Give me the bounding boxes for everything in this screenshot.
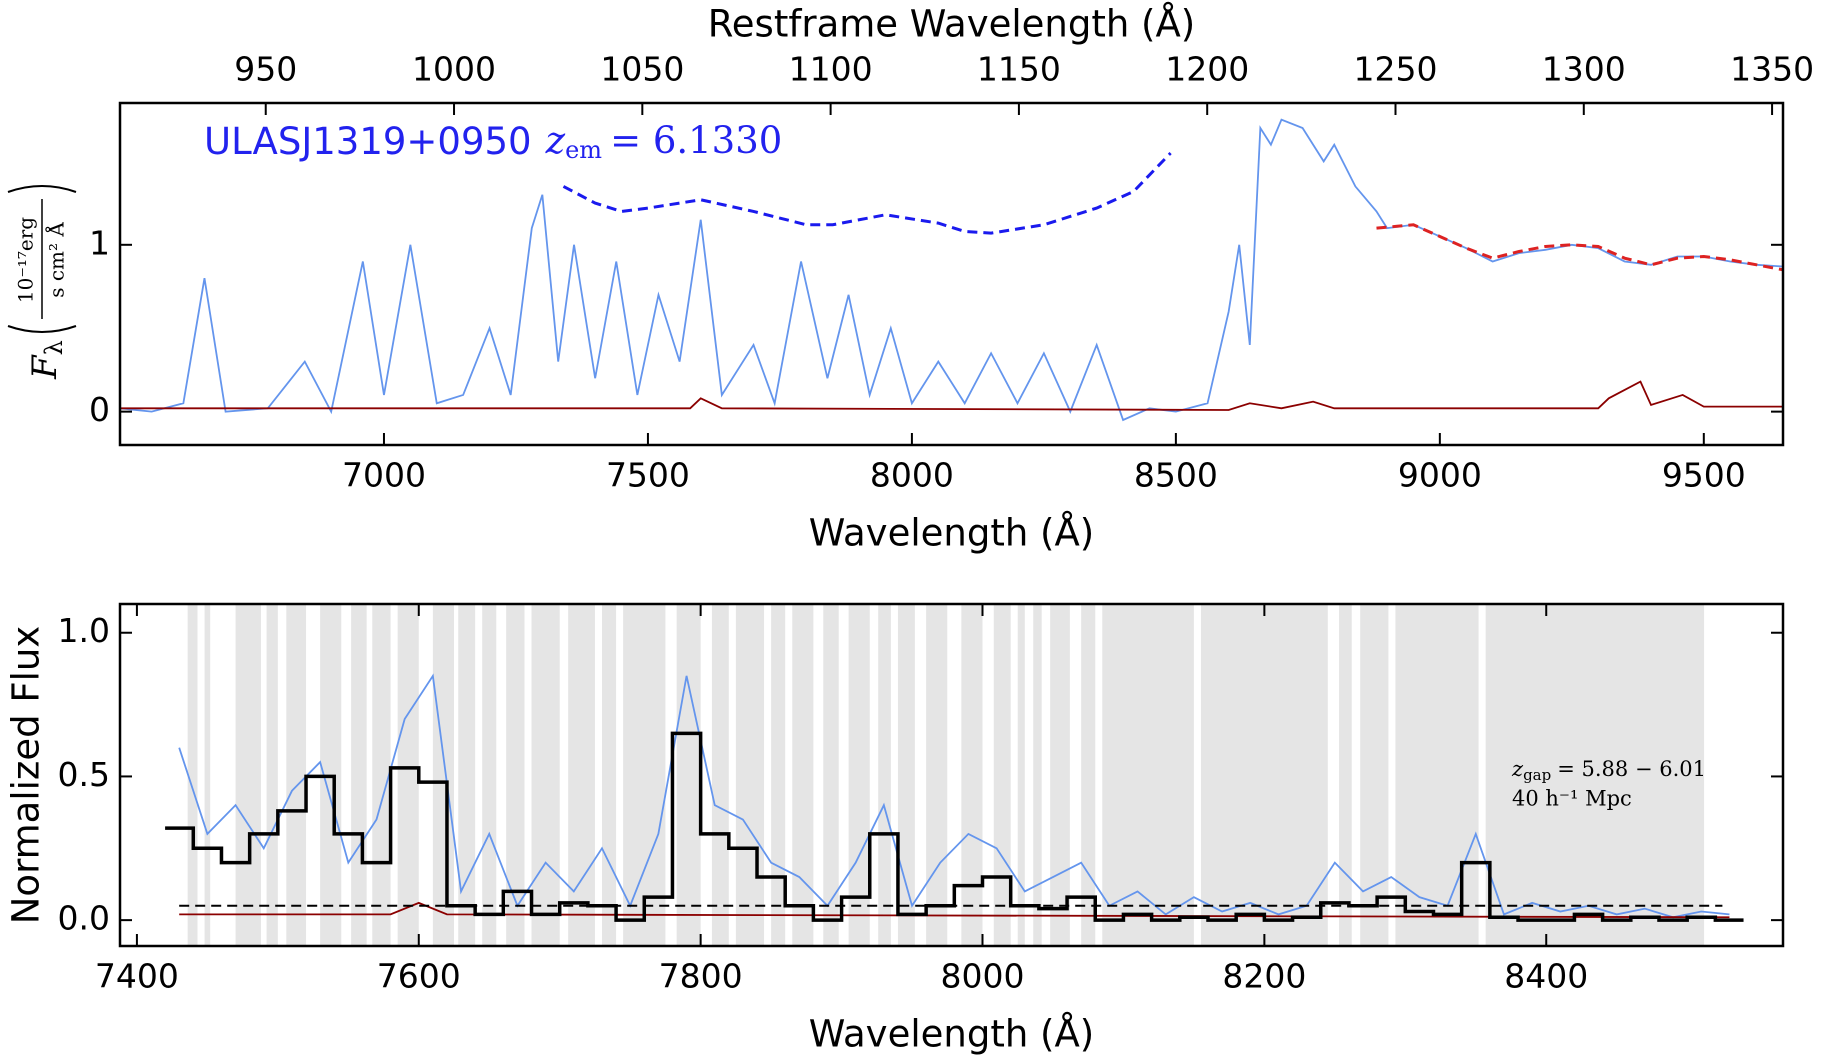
- z-sub: gap: [1523, 766, 1551, 784]
- masked-region: [506, 604, 525, 946]
- x-tick-label: 8000: [941, 957, 1025, 996]
- masked-region: [771, 604, 786, 946]
- masked-region: [1081, 604, 1096, 946]
- masked-region: [623, 604, 666, 946]
- x-tick-label: 8400: [1504, 957, 1588, 996]
- y-axis-label: Fλ 10⁻¹⁷erg s cm² Å: [7, 185, 77, 380]
- spectrum-line: [179, 901, 1730, 919]
- quasar-name: ULASJ1319+0950: [204, 120, 532, 163]
- axes-frame: [118, 602, 1785, 948]
- y-tick-label: 1: [89, 223, 110, 262]
- scale-label: 40 h⁻¹ Mpc: [1512, 787, 1632, 811]
- masked-region: [878, 604, 891, 946]
- x2-tick-label: 1350: [1730, 50, 1814, 89]
- masked-region: [993, 604, 1011, 946]
- masked-region: [286, 604, 307, 946]
- masked-region: [482, 604, 497, 946]
- z-value: = 6.1330: [610, 119, 782, 162]
- masked-region: [792, 604, 814, 946]
- x2-axis-label: Restframe Wavelength (Å): [708, 2, 1196, 46]
- masked-region: [1485, 604, 1705, 946]
- axes-frame: [118, 101, 1785, 447]
- masked-region: [735, 604, 765, 946]
- y-unit-num: 10⁻¹⁷erg: [14, 217, 38, 303]
- masked-region: [1033, 604, 1042, 946]
- masked-region: [458, 604, 476, 946]
- z-symbol: z: [1511, 757, 1524, 781]
- plot-area: [120, 118, 1783, 422]
- x2-tick-label: 950: [234, 50, 297, 89]
- masked-region: [187, 604, 198, 946]
- masked-region: [1395, 604, 1479, 946]
- masked-region: [676, 604, 701, 946]
- y-tick-label: 1.0: [58, 611, 110, 650]
- plot-area: [165, 604, 1744, 946]
- z-symbol: z: [545, 119, 566, 162]
- z-range: = 5.88 − 6.01: [1557, 757, 1706, 781]
- x-tick-label: 7600: [377, 957, 461, 996]
- masked-region: [266, 604, 278, 946]
- masked-region: [823, 604, 839, 946]
- y-tick-label: 0.0: [58, 899, 110, 938]
- x-tick-label: 9500: [1662, 456, 1746, 495]
- x-tick-label: 9000: [1398, 456, 1482, 495]
- y-symbol: Fλ: [25, 340, 68, 380]
- x-tick-label: 8500: [1134, 456, 1218, 495]
- masked-region: [1017, 604, 1025, 946]
- masked-region: [568, 604, 595, 946]
- x2-tick-label: 1200: [1165, 50, 1249, 89]
- y-symbol-sub: λ: [40, 340, 68, 355]
- masked-region: [1339, 604, 1352, 946]
- masked-region: [432, 604, 455, 946]
- x2-tick-label: 1150: [977, 50, 1061, 89]
- x2-tick-label: 1000: [412, 50, 496, 89]
- masked-region: [372, 604, 391, 946]
- masked-region: [235, 604, 261, 946]
- x-tick-label: 8000: [870, 456, 954, 495]
- masked-region: [204, 604, 211, 946]
- spectrum-line: [120, 118, 1783, 422]
- x-axis-label: Wavelength (Å): [809, 511, 1094, 555]
- y-axis-label: Normalized Flux: [5, 626, 48, 925]
- x-tick-label: 7000: [342, 456, 426, 495]
- x2-tick-label: 1250: [1354, 50, 1438, 89]
- x-tick-label: 7500: [606, 456, 690, 495]
- y-unit-den: s cm² Å: [44, 222, 69, 298]
- z-sub: em: [565, 136, 602, 164]
- masked-region: [531, 604, 560, 946]
- y-tick-label: 0.5: [58, 755, 110, 794]
- x-axis-label: Wavelength (Å): [809, 1012, 1094, 1056]
- masked-region: [1360, 604, 1389, 946]
- spectrum-line: [562, 152, 1172, 235]
- masked-region: [601, 604, 617, 946]
- masked-region: [1200, 604, 1328, 946]
- masked-region: [1050, 604, 1070, 946]
- y-tick-label: 0: [89, 390, 110, 429]
- x-tick-label: 7800: [659, 957, 743, 996]
- x2-tick-label: 1100: [789, 50, 873, 89]
- paren: [7, 325, 77, 333]
- masked-region: [711, 604, 729, 946]
- x-tick-label: 8200: [1222, 957, 1306, 996]
- quasar-label: ULASJ1319+0950 zem = 6.1330: [204, 119, 782, 164]
- gap-label: zgap = 5.88 − 6.01: [1511, 757, 1706, 785]
- x2-tick-label: 1050: [600, 50, 684, 89]
- spectrum-line: [178, 673, 1730, 919]
- masked-region: [1102, 604, 1194, 946]
- masked-region: [926, 604, 948, 946]
- masked-region: [961, 604, 983, 946]
- spectrum-line: [1376, 223, 1783, 272]
- y-symbol-text: F: [25, 354, 65, 380]
- masked-region: [848, 604, 870, 946]
- paren: [7, 185, 77, 193]
- masked-region: [351, 604, 367, 946]
- masked-region: [397, 604, 419, 946]
- masked-region: [897, 604, 915, 946]
- x-tick-label: 7400: [95, 957, 179, 996]
- x2-tick-label: 1300: [1542, 50, 1626, 89]
- spectrum-line: [120, 380, 1783, 411]
